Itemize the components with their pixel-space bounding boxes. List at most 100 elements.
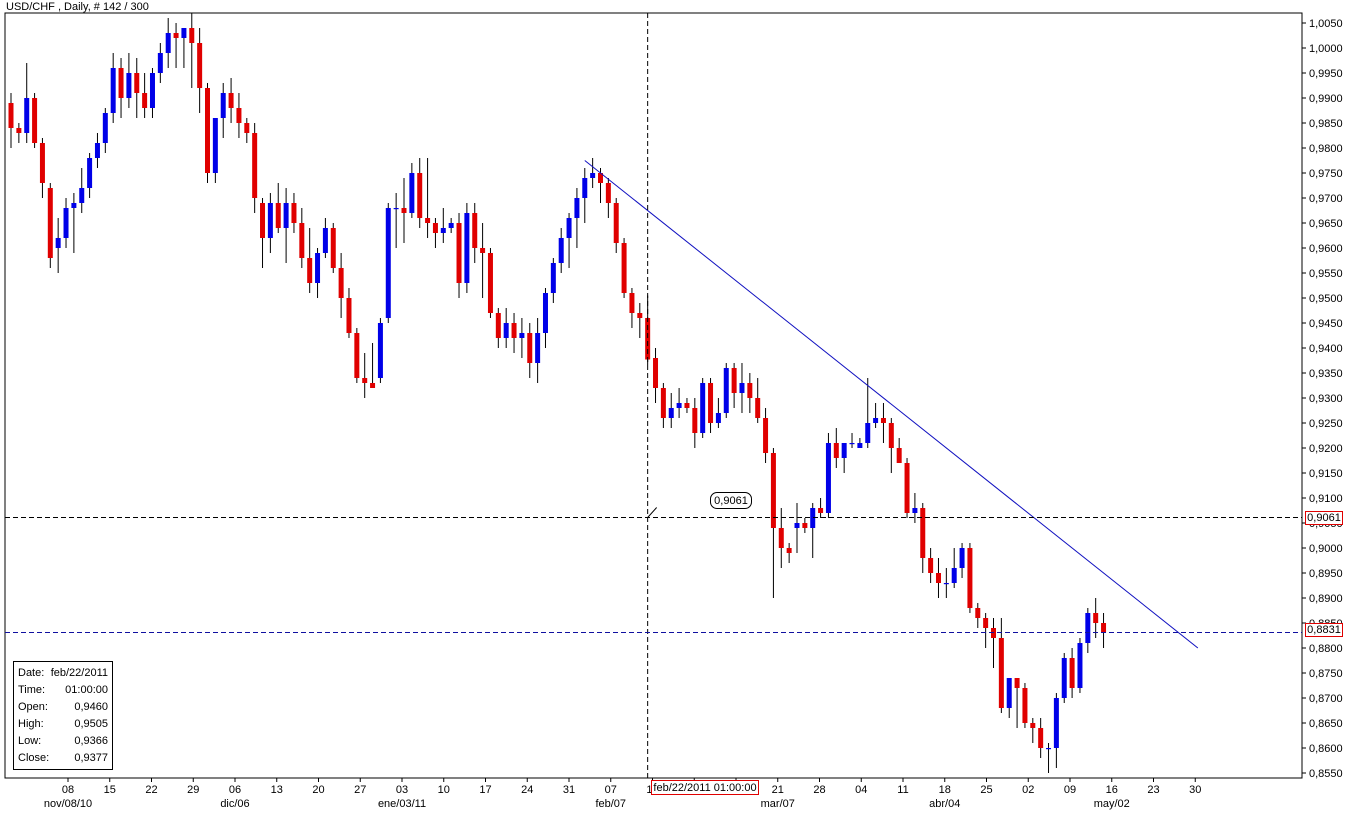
x-day-label: 30 [1189,784,1201,796]
candle [432,218,438,248]
candle [39,138,45,198]
candle-body [1014,678,1020,688]
candle-body [1046,748,1052,750]
candle [802,518,808,533]
candle [330,223,336,273]
candle-body [228,93,234,108]
candle [574,188,580,248]
candle [472,203,478,263]
y-tick-label: 0,9400 [1309,343,1343,355]
candle [676,388,682,418]
last-price-label: 0,8831 [1305,623,1343,637]
candle [236,93,242,138]
candle [480,223,486,298]
candle-body [645,318,651,360]
candle [849,433,855,448]
x-day-label: 23 [1147,784,1159,796]
candle-body [275,203,281,228]
candle-body [904,463,910,513]
candle-body [252,133,258,198]
crosshair-price-axis-label: 0,9061 [1305,511,1343,525]
candle [142,73,148,118]
candle [173,23,179,68]
candle [637,303,643,338]
candle-body [377,323,383,378]
candle-body [212,118,218,173]
candle [629,288,635,328]
y-tick-label: 1,0000 [1309,43,1343,55]
info-high-row: High: 0,9505 [18,718,108,734]
x-day-label: 28 [813,784,825,796]
y-tick-label: 0,9550 [1309,268,1343,280]
candle [110,53,116,123]
candle-body [912,508,918,513]
candle-body [692,408,698,433]
candle-body [621,243,627,293]
candle-body [598,173,603,183]
candle [590,158,596,188]
candle [409,163,415,218]
candle [928,548,934,583]
x-day-label: 21 [772,784,784,796]
candle [542,288,548,348]
crosshair-date-label: feb/22/2011 01:00:00 [651,780,759,795]
candle [873,403,879,428]
y-tick-label: 0,9150 [1309,468,1343,480]
y-tick-label: 0,9650 [1309,218,1343,230]
candle [401,178,407,243]
candle [755,378,761,423]
candle-body [425,218,431,223]
candle [8,93,14,148]
candle [87,153,93,198]
candle-body [653,358,659,388]
crosshair-price-callout: 0,9061 [710,492,752,509]
candle [79,168,85,213]
y-tick-label: 0,8700 [1309,693,1343,705]
candle [786,543,792,563]
trendline[interactable] [584,160,1199,649]
candle [102,108,108,153]
x-month-label: abr/04 [929,798,960,810]
candle [252,123,258,213]
candle [1046,743,1052,773]
candle [880,403,886,443]
candle-body [55,238,61,248]
candle [1061,653,1067,703]
candle [975,603,981,628]
y-tick-label: 0,9100 [1309,493,1343,505]
candle-body [983,618,989,628]
candle [998,618,1004,713]
candle [94,133,100,168]
candle-body [865,423,871,443]
candle [315,248,321,298]
x-month-label: nov/08/10 [44,798,92,810]
candle-body [880,418,886,423]
candle-body [385,208,391,318]
x-day-label: 04 [855,784,867,796]
candle [487,248,493,318]
candle [692,398,698,448]
candle [558,228,564,273]
candle-body [1069,658,1075,688]
candle-body [134,73,140,93]
candle-body [94,143,100,158]
candle-body [818,508,824,513]
candle-body [1101,623,1107,633]
candle [244,118,250,143]
candle [393,193,399,248]
candle [338,253,344,318]
candle [212,118,218,183]
candle [362,353,368,398]
candle-body [550,263,556,293]
x-month-label: ene/03/11 [378,798,426,810]
candle-body [935,573,941,583]
candle-body [401,208,407,213]
candles [8,13,1107,773]
candle-body [291,203,297,223]
x-day-label: 16 [1106,784,1118,796]
info-date-value: feb/22/2011 [50,667,108,679]
candle-body [157,53,163,73]
candle-body [928,558,934,573]
